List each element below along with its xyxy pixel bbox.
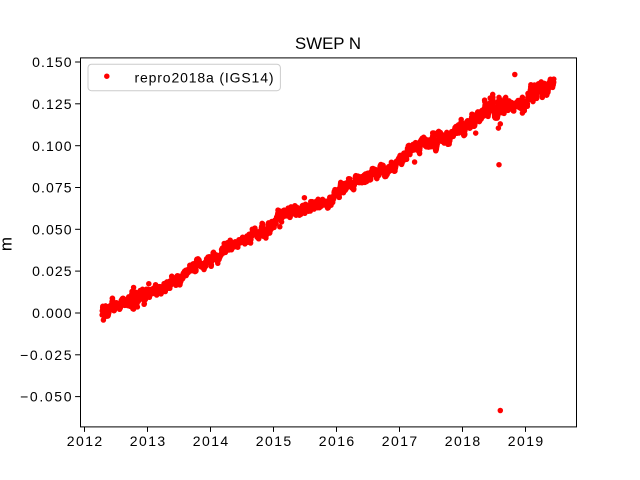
svg-text:2015: 2015 [256,433,292,449]
svg-text:−0.025: −0.025 [20,347,72,363]
svg-text:0.125: 0.125 [32,96,72,112]
svg-text:SWEP N: SWEP N [295,34,361,53]
svg-text:2013: 2013 [130,433,166,449]
svg-text:−0.050: −0.050 [20,389,72,405]
svg-text:repro2018a (IGS14): repro2018a (IGS14) [135,70,274,86]
svg-text:0.000: 0.000 [32,305,72,321]
svg-text:2012: 2012 [67,433,103,449]
svg-text:2017: 2017 [382,433,418,449]
svg-text:2014: 2014 [193,433,229,449]
svg-text:0.025: 0.025 [32,263,72,279]
svg-text:2019: 2019 [508,433,544,449]
svg-text:0.100: 0.100 [32,138,72,154]
svg-text:0.050: 0.050 [32,221,72,237]
svg-text:2018: 2018 [445,433,481,449]
svg-text:0.075: 0.075 [32,180,72,196]
svg-text:2016: 2016 [319,433,355,449]
svg-text:m: m [0,237,16,251]
svg-text:0.150: 0.150 [32,54,72,70]
